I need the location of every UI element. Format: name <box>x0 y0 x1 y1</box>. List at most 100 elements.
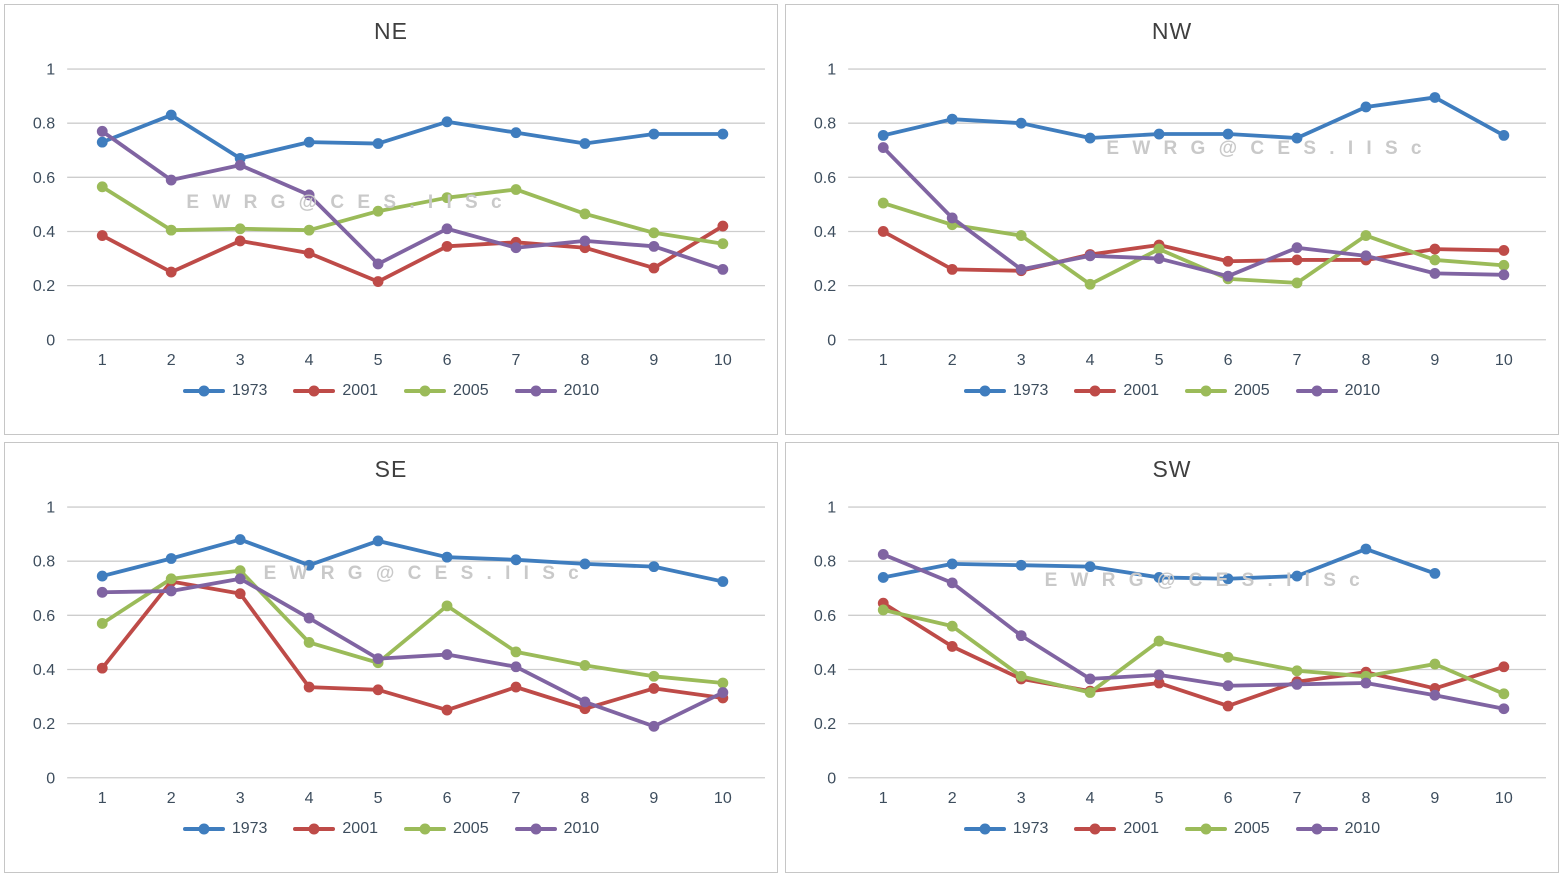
series-line-2010 <box>881 145 1506 279</box>
legend-label: 1973 <box>231 819 268 837</box>
legend-marker-icon <box>530 385 542 397</box>
series-marker-2001 <box>1498 661 1510 673</box>
y-tick-label: 0.6 <box>33 607 55 625</box>
series-marker-2010 <box>1153 669 1165 681</box>
series-marker-2005 <box>1291 277 1303 289</box>
chart-legend-se: 1973 2001 2005 2010 <box>5 820 777 838</box>
x-tick-label: 2 <box>948 351 957 369</box>
series-marker-2010 <box>1222 270 1234 282</box>
series-marker-1973 <box>648 128 660 140</box>
legend-item-2001: 2001 <box>1074 382 1159 400</box>
x-tick-label: 5 <box>374 351 383 369</box>
series-marker-1973 <box>946 558 958 570</box>
legend-item-2001: 2001 <box>293 382 378 400</box>
chart-title-ne: NE <box>374 18 408 44</box>
x-tick-label: 1 <box>98 789 107 807</box>
series-marker-1973 <box>372 535 384 547</box>
series-marker-2005 <box>96 618 108 629</box>
series-marker-1973 <box>648 561 660 573</box>
series-marker-2001 <box>165 266 177 278</box>
series-marker-1973 <box>1084 561 1096 573</box>
series-marker-2001 <box>372 276 384 287</box>
series-marker-2010 <box>441 649 453 661</box>
legend-item-2001: 2001 <box>1074 820 1159 838</box>
series-marker-2010 <box>1360 677 1372 689</box>
legend-label: 2001 <box>1123 819 1159 837</box>
series-marker-2010 <box>717 687 729 698</box>
series-marker-2010 <box>1498 703 1510 715</box>
x-tick-label: 4 <box>305 351 314 369</box>
series-marker-2010 <box>96 125 108 137</box>
series-marker-2001 <box>1222 255 1234 267</box>
series-marker-1973 <box>1153 128 1165 140</box>
series-marker-2001 <box>441 704 453 716</box>
legend-line-icon <box>293 385 336 397</box>
series-marker-2010 <box>1291 242 1303 254</box>
x-tick-label: 5 <box>374 789 383 807</box>
series-marker-2010 <box>946 577 958 589</box>
series-marker-1973 <box>717 128 729 140</box>
series-marker-1973 <box>372 138 384 149</box>
legend-item-2010: 2010 <box>1295 820 1380 838</box>
chart-legend-ne: 1973 2001 2005 2010 <box>5 382 777 400</box>
chart-legend-nw: 1973 2001 2005 2010 <box>786 382 1558 400</box>
x-tick-label: 10 <box>714 351 732 369</box>
series-marker-2010 <box>579 235 591 247</box>
legend-line-icon <box>1074 823 1117 835</box>
legend-line-icon <box>1295 823 1338 835</box>
legend-label: 2005 <box>1234 819 1270 837</box>
x-tick-label: 2 <box>167 351 176 369</box>
series-marker-2005 <box>1015 230 1027 241</box>
series-marker-1973 <box>1498 129 1510 141</box>
legend-line-icon <box>404 385 446 397</box>
series-marker-2001 <box>1153 677 1165 689</box>
x-tick-label: 2 <box>167 789 176 807</box>
series-marker-1973 <box>877 572 889 583</box>
series-marker-2005 <box>1222 651 1234 663</box>
chart-plot-se: 1 0.8 0.6 0.4 0.2 0 1 2 3 4 5 6 7 8 9 10 <box>33 499 765 807</box>
series-marker-2005 <box>441 192 453 204</box>
legend-item-2005: 2005 <box>404 382 489 400</box>
x-tick-label: 9 <box>1430 789 1439 807</box>
x-tick-label: 9 <box>649 789 658 807</box>
y-tick-label: 0.2 <box>33 715 55 733</box>
legend-line-icon <box>1185 823 1227 835</box>
series-marker-2005 <box>1498 688 1510 700</box>
series-marker-2010 <box>717 263 729 275</box>
series-marker-2010 <box>877 549 889 560</box>
y-tick-label: 0.4 <box>33 661 55 679</box>
series-marker-1973 <box>1429 567 1441 579</box>
series-marker-2005 <box>165 224 177 236</box>
chart-panel-nw: NW 1 0.8 0.6 0.4 0.2 0 1 2 3 4 5 6 7 8 9 10 1973 2001 200… <box>785 4 1559 435</box>
chart-title-nw: NW <box>1151 18 1193 44</box>
series-marker-2001 <box>441 240 453 252</box>
series-marker-1973 <box>441 551 453 563</box>
legend-marker-icon <box>198 823 210 835</box>
legend-marker-icon <box>308 385 320 397</box>
legend-line-icon <box>293 823 336 835</box>
series-marker-2010 <box>1015 630 1027 642</box>
x-tick-label: 5 <box>1155 789 1164 807</box>
series-marker-1973 <box>1429 92 1441 103</box>
series-marker-2005 <box>1153 635 1165 647</box>
series-marker-2010 <box>1015 263 1027 275</box>
x-tick-label: 7 <box>512 351 521 369</box>
series-marker-1973 <box>96 570 108 582</box>
x-tick-label: 8 <box>580 351 589 369</box>
series-marker-1973 <box>1153 572 1165 583</box>
legend-item-1973: 1973 <box>182 819 268 838</box>
series-marker-1973 <box>1015 117 1027 129</box>
chart-plot-sw: 1 0.8 0.6 0.4 0.2 0 1 2 3 4 5 6 7 8 9 10 <box>814 499 1546 807</box>
x-tick-label: 5 <box>1155 351 1164 369</box>
series-marker-2010 <box>946 212 958 224</box>
series-marker-2001 <box>1291 254 1303 266</box>
series-marker-2001 <box>877 226 889 237</box>
series-marker-1973 <box>717 576 729 587</box>
y-tick-label: 0.6 <box>33 169 55 187</box>
legend-line-icon <box>963 385 1006 397</box>
x-tick-label: 6 <box>443 351 452 369</box>
y-tick-label: 1 <box>827 499 836 517</box>
legend-item-2010: 2010 <box>514 382 599 400</box>
x-tick-label: 9 <box>649 351 658 369</box>
legend-label: 1973 <box>1012 381 1049 399</box>
